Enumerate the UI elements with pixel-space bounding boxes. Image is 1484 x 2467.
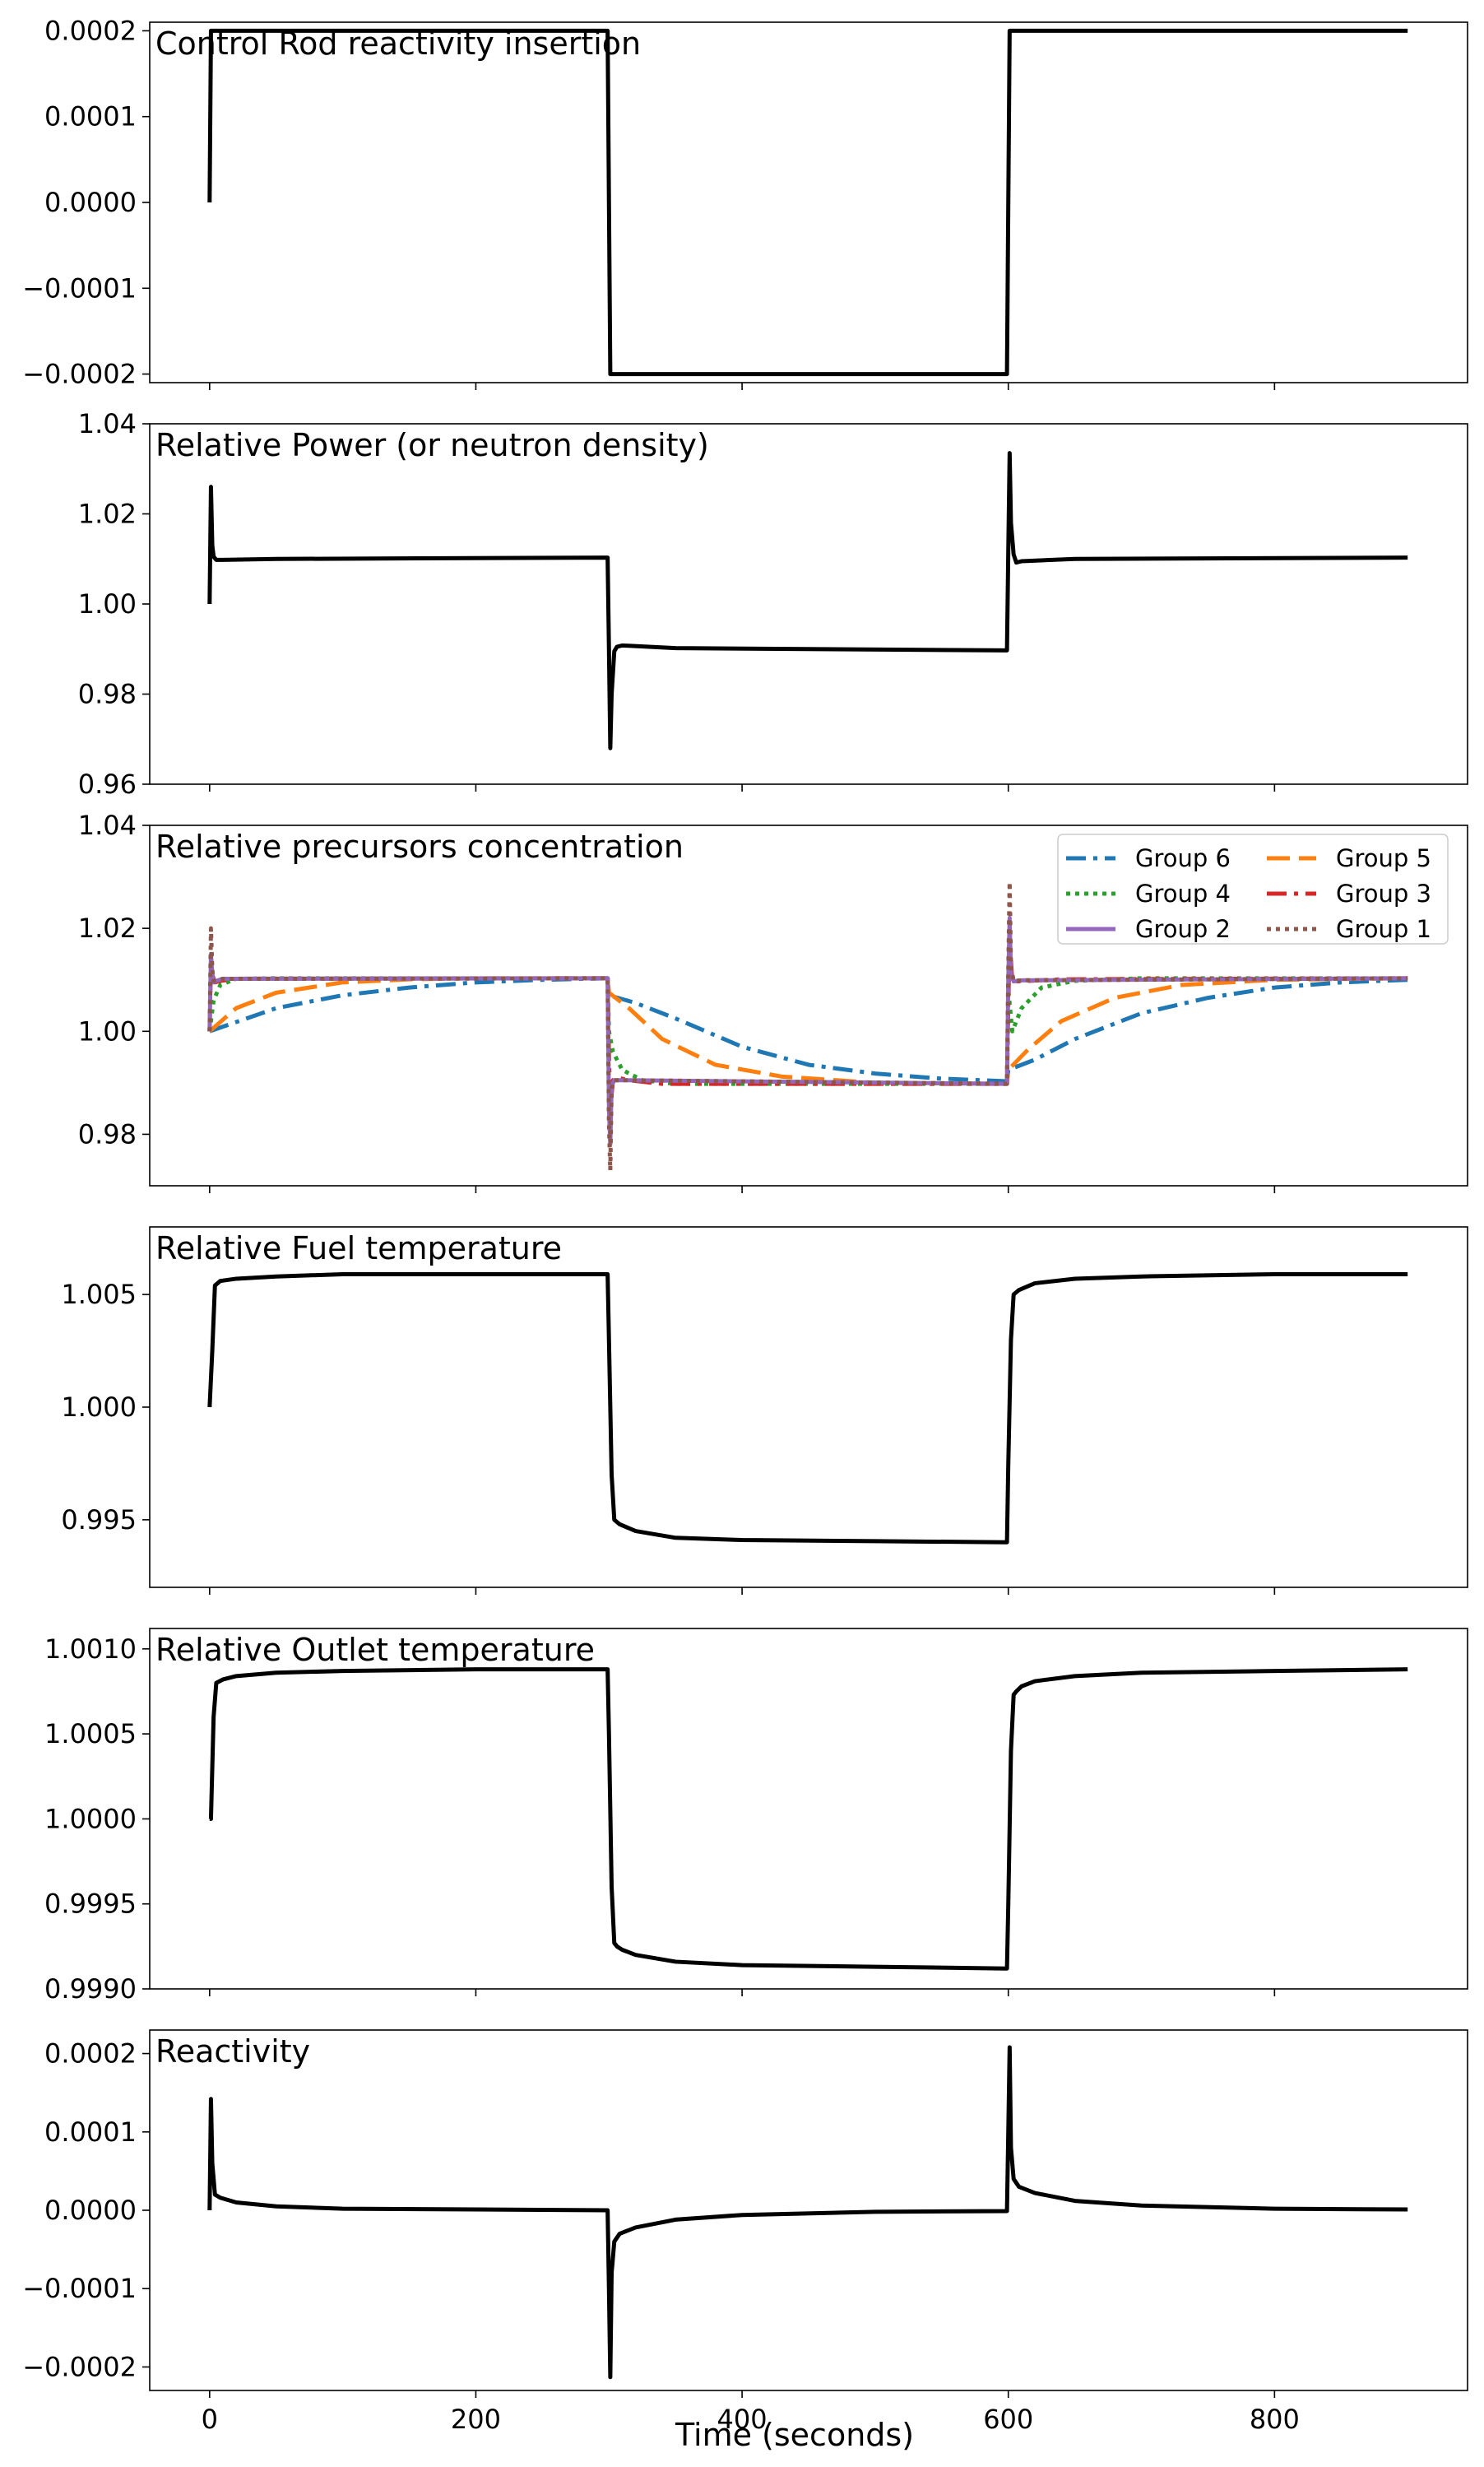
x-tick-label: 400 [717,2404,768,2435]
legend-item-group-1: Group 1 [1267,915,1431,943]
legend: Group 6 Group 5 Group 4 Group 3 Group 2 Group… [1057,834,1449,945]
x-tick-label: 0 [202,2404,218,2435]
legend-item-group-6: Group 6 [1066,844,1231,872]
x-tick-label: 800 [1250,2404,1300,2435]
panel-title: Relative Power (or neutron density) [155,427,709,463]
y-tick-label: 1.0005 [44,1718,137,1749]
legend-item-group-2: Group 2 [1066,915,1231,943]
panel-title: Relative precursors concentration [155,829,684,865]
y-tick-label: 0.0002 [44,2038,137,2070]
axes-frame [149,1226,1468,1588]
legend-label: Group 1 [1336,915,1431,943]
y-tick-label: −0.0001 [22,272,137,304]
series-line-group-2 [207,916,1408,1147]
y-tick-label: 0.0000 [44,187,137,218]
y-tick-label: 1.02 [78,499,137,530]
x-axis-label: Time (seconds) [675,2417,914,2453]
y-tick-label: −0.0001 [22,2273,137,2304]
panel-3: 0.98 1.00 1.02 1.04 Relative precursors conc… [78,810,1468,1193]
x-tick-label: 200 [451,2404,501,2435]
series-line-reactivity [207,2045,1408,2380]
y-tick-label: −0.0002 [22,2351,137,2382]
y-tick-label: 1.00 [78,588,137,620]
panel-title: Relative Fuel temperature [155,1230,562,1266]
x-tick-label: 600 [983,2404,1033,2435]
panel-5: 0.9990 0.9995 1.0000 1.0005 1.0010 Relative O… [44,1628,1468,2005]
panel-2: 0.96 0.98 1.00 1.02 1.04 Relative Power (or n… [78,408,1468,800]
panel-6: −0.0002 −0.0001 0.0000 0.0001 0.0002 0 200 400 6… [22,2029,1468,2435]
y-tick-label: −0.0002 [22,359,137,390]
y-tick-label: 0.0001 [44,2116,137,2148]
y-tick-label: 0.98 [78,1118,137,1150]
legend-item-group-5: Group 5 [1267,844,1431,872]
y-tick-label: 1.000 [61,1391,137,1423]
y-tick-label: 0.98 [78,679,137,710]
y-tick-label: 1.02 [78,913,137,944]
y-tick-label: 1.0000 [44,1803,137,1834]
panel-1: −0.0002 −0.0001 0.0000 0.0001 0.0002 Control … [22,15,1468,390]
legend-box [1057,834,1449,945]
legend-label: Group 6 [1135,844,1231,872]
y-tick-label: 0.9990 [44,1973,137,2005]
y-tick-label: 1.0010 [44,1633,137,1665]
y-tick-label: 1.00 [78,1015,137,1047]
y-tick-label: 0.96 [78,769,137,800]
series-line-group-5 [208,976,1408,1086]
series-line-rod [207,28,1408,377]
legend-label: Group 3 [1336,880,1431,908]
y-tick-label: 1.04 [78,810,137,841]
y-tick-label: 0.995 [61,1504,137,1535]
series-line-group-1 [207,880,1408,1173]
panel-title: Control Rod reactivity insertion [155,26,641,62]
panel-title: Reactivity [155,2033,310,2070]
y-tick-label: 1.005 [61,1279,137,1310]
y-tick-label: 1.04 [78,408,137,439]
panel-4: 0.995 1.000 1.005 Relative Fuel temperature [61,1226,1468,1595]
axes-frame [149,423,1468,785]
series-line-outlet [208,1667,1408,1971]
legend-label: Group 5 [1336,844,1431,872]
legend-label: Group 4 [1135,880,1231,908]
axes-frame [149,825,1468,1187]
axes-frame [149,21,1468,383]
series-line-group-6 [208,976,1408,1084]
y-tick-label: 0.0001 [44,101,137,132]
y-tick-label: 0.9995 [44,1889,137,1920]
series-line-power [207,451,1408,750]
axes-frame [149,1628,1468,1990]
y-tick-label: 0.0002 [44,15,137,46]
y-tick-label: 0.0000 [44,2195,137,2226]
legend-label: Group 2 [1135,915,1231,943]
panel-title: Relative Outlet temperature [155,1632,595,1668]
legend-item-group-3: Group 3 [1267,880,1431,908]
legend-item-group-4: Group 4 [1066,880,1231,908]
series-line-fuel [207,1271,1408,1545]
series-line-group-4 [207,976,1408,1086]
panels: −0.0002 −0.0001 0.0000 0.0001 0.0002 Control … [22,15,1468,2435]
